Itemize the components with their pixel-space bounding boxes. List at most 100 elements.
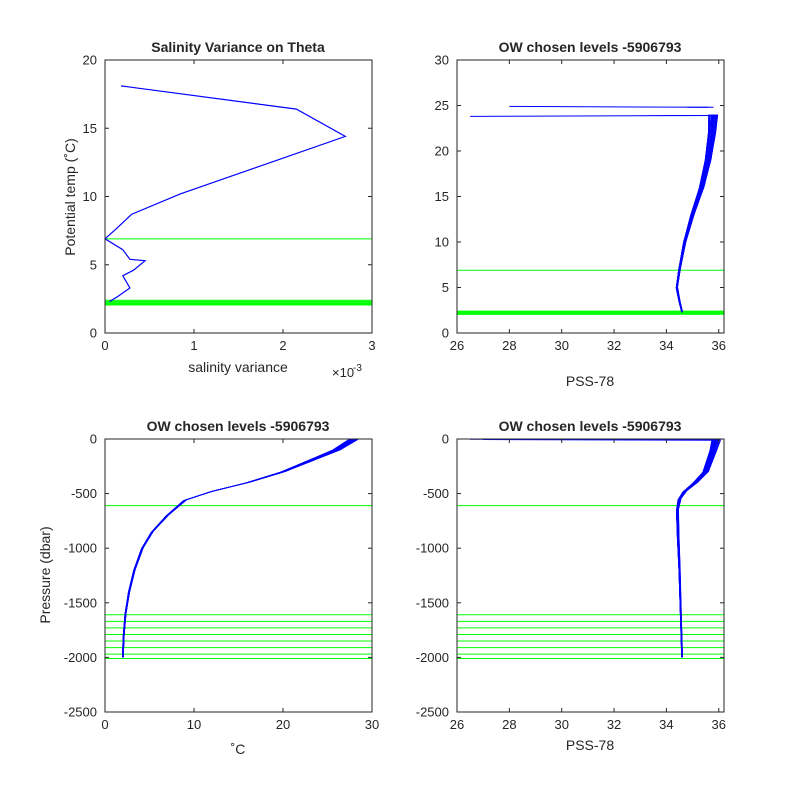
panel-4-profile-line [677,439,717,658]
panel-3-profile-line [122,439,354,658]
panel-4-outlier-line [483,439,717,441]
panel-4-y-tick-label: -1500 [416,595,449,610]
panel-3-profile-line [121,439,351,658]
panel-3-axes-box [104,438,373,713]
panel-4-profile-line [676,439,717,658]
panel-3-profile-line [122,439,358,658]
panel-1-title: Salinity Variance on Theta [151,39,325,55]
panel-3-profile-line [122,439,359,658]
panel-4-profile-line [678,439,722,658]
panel-2-y-tick-label: 25 [435,98,449,113]
panel-2-series-group [457,105,724,315]
panel-3-profile-line [122,439,356,658]
panel-3-profile-line [122,439,359,658]
panel-2-axes-box [456,59,725,334]
panel-4-title: OW chosen levels -5906793 [499,418,682,434]
panel-3-profile-line [122,439,355,658]
panel-1-x-tick-label: 3 [368,338,375,353]
panel-2-profile-line [677,114,719,313]
panel-1-y-tick-label: 10 [83,189,97,204]
panel-2-xlabel: PSS-78 [566,373,614,389]
panel-2-title: OW chosen levels -5906793 [499,39,682,55]
panel-3-profile-line [122,439,354,658]
panel-3-x-tick-label: 10 [187,717,201,732]
panel-4-x-tick-label: 36 [712,717,726,732]
panel-4-profile-line [676,439,716,658]
panel-2-profile-line [676,114,713,313]
panel-3-profile-line [122,439,355,658]
panel-3-profile-line [121,439,350,658]
panel-3-profile-line [122,439,357,658]
panel-3-profile-line [122,439,351,658]
panel-3-profile-line [122,439,360,658]
panel-2-x-tick-label: 28 [502,338,516,353]
panel-2-x-tick-label: 30 [554,338,568,353]
panel-3-profile-line [122,439,355,658]
panel-4-profile-line [676,439,717,658]
panel-4-x-tick-label: 26 [450,717,464,732]
panel-1-x-tick-label: 2 [279,338,286,353]
panel-3-x-tick-label: 30 [365,717,379,732]
panel-2-y-tick-label: 30 [435,53,449,68]
panel-4-y-tick-label: 0 [442,432,449,447]
panel-3-profile-line [122,439,354,658]
panel-2-outlier-line [509,105,714,108]
exponent-power: -3 [353,363,362,374]
panel-4-profile-line [677,439,716,658]
panel-3-profile-line [122,439,354,658]
panel-3-profile-line [122,439,358,658]
panel-3-y-tick-label: -1500 [64,595,97,610]
panel-4-x-tick-label: 32 [607,717,621,732]
panel-4-profile-line [677,439,718,658]
panel-4-profile-line [677,439,719,658]
panel-2-y-tick-label: 20 [435,144,449,159]
panel-3-title: OW chosen levels -5906793 [147,418,330,434]
panel-4-y-tick-label: -1000 [416,541,449,556]
panel-2-y-tick-label: 5 [442,280,449,295]
panel-2-y-tick-label: 10 [435,235,449,250]
panel-3-profile-line [122,439,352,658]
panel-1-xlabel: salinity variance [188,359,288,375]
panel-1-x-tick-label: 0 [101,338,108,353]
panel-2-profile-line [675,114,711,313]
panel-3-profile-line [122,439,356,658]
panel-3-y-tick-label: -2500 [64,705,97,720]
panel-3-x-tick-label: 0 [101,717,108,732]
panel-3-plot-area: 0 10 20 30 0 -500 -1000 -1500 -2000 -2500 [64,432,379,733]
panel-3-profile-line [122,439,355,658]
panel-2-x-tick-label: 26 [450,338,464,353]
panel-2-profile-line [676,114,716,313]
panel-pressure-salinity: OW chosen levels -5906793 PSS-78 26 28 30 3… [416,418,726,753]
panel-pressure-temperature: OW chosen levels -5906793 ˚C Pressure (d… [37,418,379,757]
panel-3-profile-line [122,439,358,658]
panel-1-plot-area: 0 1 2 3 0 5 10 15 20 [83,53,376,354]
panel-3-y-tick-label: -2000 [64,650,97,665]
panel-3-x-tick-label: 20 [276,717,290,732]
panel-1-series-group [105,85,372,306]
panel-2-x-tick-label: 34 [659,338,673,353]
panel-theta-salinity: OW chosen levels -5906793 PSS-78 26 28 30 3… [435,39,726,389]
panel-1-x-tick-label: 1 [190,338,197,353]
panel-3-series-group [105,439,372,659]
panel-3-profile-line [122,439,353,658]
panel-4-profile-line [676,439,716,658]
panel-4-x-tick-label: 34 [659,717,673,732]
panel-2-y-tick-label: 0 [442,326,449,341]
panel-4-y-tick-label: -2500 [416,705,449,720]
panel-4-profile-line [676,439,714,658]
panel-1-ylabel: Potential temp (˚C) [62,138,78,255]
panel-3-profile-line [122,439,358,658]
panel-4-profile-line [676,439,717,658]
panel-4-y-tick-label: -500 [423,486,449,501]
panel-4-profile-line [677,439,716,658]
exponent-base: ×10 [332,365,354,380]
panel-4-y-tick-label: -2000 [416,650,449,665]
panel-3-y-tick-label: -1000 [64,541,97,556]
panel-4-profile-line [677,439,720,658]
panel-3-profile-line [122,439,353,658]
panel-4-profile-line [676,439,716,658]
panel-3-profile-line [122,439,359,658]
panel-3-y-tick-label: -500 [71,486,97,501]
panel-2-plot-area: 26 28 30 32 34 36 0 5 10 15 20 25 30 [435,53,726,354]
